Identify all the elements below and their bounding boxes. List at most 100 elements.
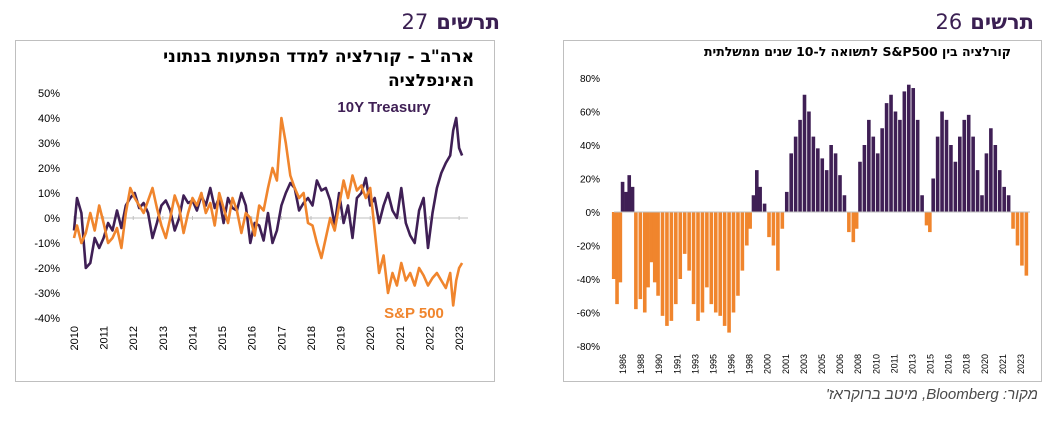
x-tick-label: 2020 <box>365 326 377 350</box>
heading-number: 27 <box>401 10 429 34</box>
bar <box>642 212 647 313</box>
bar <box>611 212 616 279</box>
y-tick-label: 60% <box>580 108 600 119</box>
bar <box>811 136 816 212</box>
bar <box>816 148 820 212</box>
bar <box>847 212 851 233</box>
bar <box>798 119 802 212</box>
chart-26-heading: תרשים 26 <box>908 10 1034 38</box>
bar <box>949 145 953 212</box>
y-tick-label: 0% <box>44 213 60 225</box>
bar <box>807 111 811 212</box>
bar <box>700 212 705 313</box>
series-label-sp500: S&P 500 <box>384 305 444 322</box>
y-tick-label: -30% <box>34 288 60 300</box>
bar <box>696 212 700 321</box>
bar <box>736 212 740 296</box>
x-tick-label: 2015 <box>217 326 229 350</box>
bar <box>682 212 687 254</box>
x-tick-label: 2006 <box>835 354 845 374</box>
bar-chart-svg: 80% 60% 40% 20% 0% -20% -40% -60% -80% 1986 1988 19… <box>577 74 1030 374</box>
bar <box>789 153 793 212</box>
x-tick-label: 1998 <box>745 354 755 374</box>
bar <box>718 212 722 316</box>
source-note: מקור: Bloomberg, מיטב ברוקראז' <box>825 386 1038 403</box>
bar <box>630 186 635 212</box>
bar <box>966 114 971 212</box>
bar <box>638 212 643 300</box>
bar <box>867 119 871 212</box>
line-chart-panel: ארה"ב - קורלציה למדד הפתעות בנתוני האינפ… <box>15 40 495 382</box>
bar <box>911 88 916 212</box>
x-tick-label: 2012 <box>128 326 140 350</box>
bar <box>740 212 745 271</box>
chart-27-heading: תרשים 27 <box>370 10 500 38</box>
bar <box>705 212 709 288</box>
bar <box>993 145 998 212</box>
bar <box>652 212 657 283</box>
bar <box>858 161 862 212</box>
bar <box>984 153 989 212</box>
x-tick-label: 2013 <box>158 326 170 350</box>
bar <box>838 175 842 212</box>
bar <box>748 212 752 229</box>
bar <box>669 212 674 321</box>
bar <box>745 212 749 246</box>
bar <box>722 212 727 326</box>
x-tick-label: 2017 <box>276 326 288 350</box>
bar <box>958 136 962 212</box>
heading-word: תרשים <box>970 10 1034 34</box>
bar <box>691 212 696 305</box>
x-tick-label: 2022 <box>424 326 436 350</box>
bar <box>1015 212 1020 246</box>
bar <box>915 119 920 212</box>
y-tick-label: 20% <box>38 163 60 175</box>
bar <box>842 195 847 212</box>
title-line-2: האינפלציה <box>387 71 474 91</box>
bar <box>1006 195 1011 212</box>
x-tick-label: 2010 <box>871 354 881 374</box>
bar <box>862 145 867 212</box>
x-tick-label: 2011 <box>99 326 111 350</box>
y-tick-label: -60% <box>577 309 600 320</box>
bar <box>854 212 859 229</box>
bar <box>793 136 798 212</box>
y-tick-label: -10% <box>34 238 60 250</box>
line-chart-svg: 50% 40% 30% 20% 10% 0% -10% -20% -30% -40% 2010 201… <box>34 88 468 350</box>
bar <box>620 181 625 212</box>
x-tick-label: 1993 <box>690 354 700 374</box>
x-tick-label: 1986 <box>618 354 628 374</box>
bar <box>997 170 1002 212</box>
x-tick-label: 2021 <box>395 326 407 350</box>
x-tick-label: 1996 <box>727 354 737 374</box>
bar <box>776 212 780 271</box>
heading-number: 26 <box>935 10 963 34</box>
bar <box>674 212 678 305</box>
x-tick-label: 2023 <box>1016 354 1026 374</box>
bar <box>928 212 932 233</box>
title-line-1: ארה"ב - קורלציה למדד הפתעות בנתוני <box>163 47 474 67</box>
bar <box>829 145 833 212</box>
bar <box>820 158 825 212</box>
y-tick-label: 10% <box>38 188 60 200</box>
bar <box>713 212 718 313</box>
bar <box>971 136 975 212</box>
bar <box>893 111 898 212</box>
x-tick-label: 2018 <box>962 354 972 374</box>
bar <box>920 195 924 212</box>
x-tick-label: 2023 <box>454 326 466 350</box>
x-tick-label: 2016 <box>944 354 954 374</box>
bar <box>884 103 889 212</box>
y-tick-label: -20% <box>34 263 60 275</box>
bar <box>871 136 876 212</box>
bar <box>727 212 731 333</box>
bar <box>618 212 623 283</box>
x-tick-label: 2015 <box>926 354 936 374</box>
bar <box>906 84 911 212</box>
y-tick-label: 30% <box>38 138 60 150</box>
bar <box>1020 212 1024 266</box>
bar <box>771 212 776 246</box>
x-tick-label: 2001 <box>781 354 791 374</box>
bar <box>902 91 907 212</box>
bar <box>875 153 880 212</box>
